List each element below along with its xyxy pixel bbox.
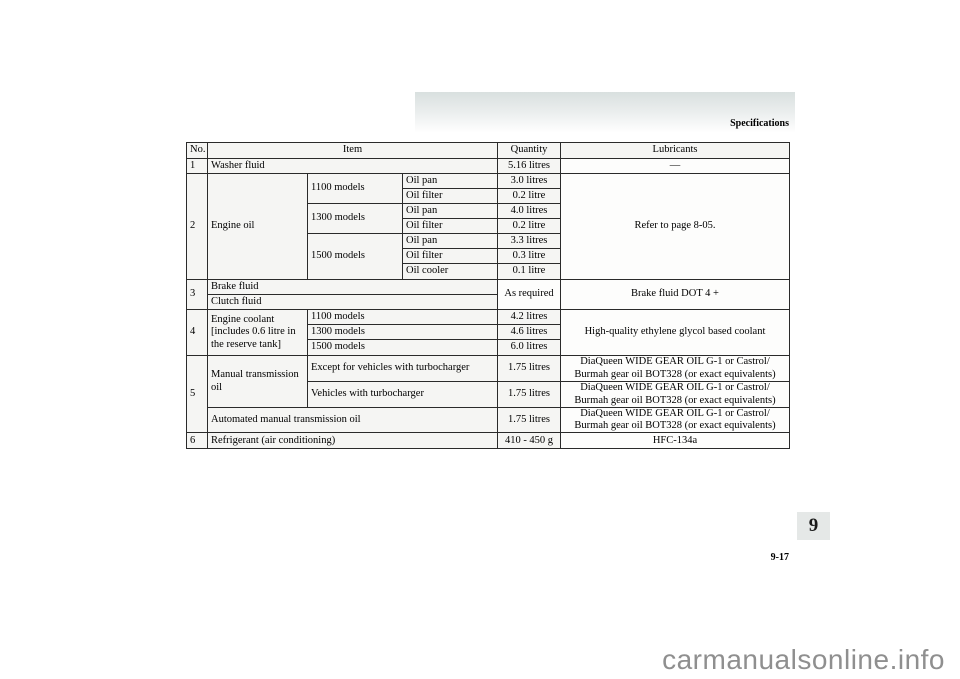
cell-lubricant: — [560,158,790,174]
table-header-row: No. Item Quantity Lubricants [186,142,790,159]
cell-no: 1 [186,158,208,174]
cell-oil-pan: Oil pan [402,173,498,189]
cell-quantity: 3.3 litres [497,233,561,249]
table-row: Oil filter 0.3 litre [187,248,790,264]
cell-model-1500: 1500 models [307,339,498,356]
cell-item: Engine oil [207,173,308,280]
cell-quantity: 4.0 litres [497,203,561,219]
cell-lubricant: DiaQueen WIDE GEAR OIL G-1 or Castrol/ B… [560,381,790,408]
cell-item: Clutch fluid [207,294,498,310]
cell-no: 3 [186,279,208,310]
cell-quantity: 3.0 litres [497,173,561,189]
cell-item: Refrigerant (air conditioning) [207,432,498,450]
chapter-number: 9 [808,515,819,536]
table-row: 1300 models Oil pan 4.0 litres [187,203,790,234]
cell-lubricant: High-quality ethylene glycol based coola… [560,309,790,356]
header-item: Item [207,142,498,159]
cell-quantity: 1.75 litres [497,406,561,434]
table-row: Oil cooler 0.1 litre [187,263,790,280]
cell-quantity: 1.75 litres [497,355,561,382]
cell-no: 2 [186,173,208,280]
chapter-tab: 9 [797,512,830,540]
cell-quantity: 0.3 litre [497,248,561,264]
specifications-table: No. Item Quantity Lubricants 1 Washer fl… [186,142,790,450]
table-row-manual-transmission: 5 Manual transmission oil Except for veh… [186,354,790,434]
cell-item: Automated manual transmission oil [207,406,498,434]
cell-model-1300: 1300 models [307,203,403,234]
cell-model-1500: 1500 models [307,233,403,280]
cell-oil-filter: Oil filter [402,188,498,204]
table-row-brake-fluid: 3 Brake fluid As required Brake fluid DO… [186,279,790,310]
cell-quantity: 1.75 litres [497,381,561,408]
cell-model-1300: 1300 models [307,324,498,340]
cell-model-1100: 1100 models [307,309,498,325]
header-quantity: Quantity [497,142,561,159]
table-row-refrigerant: 6 Refrigerant (air conditioning) 410 - 4… [186,432,790,450]
watermark: carmanualsonline.info [662,644,945,675]
cell-quantity: 0.2 litre [497,188,561,204]
cell-lubricant: Refer to page 8-05. [560,173,790,280]
table-row-clutch-fluid: Clutch fluid [187,294,790,310]
cell-variant: Except for vehicles with turbocharger [307,355,498,382]
header-lubricants: Lubricants [560,142,790,159]
table-row: Vehicles with turbocharger 1.75 litres D… [187,381,790,408]
cell-no: 4 [186,309,208,356]
cell-no: 6 [186,432,208,450]
cell-quantity: 0.1 litre [497,263,561,280]
cell-oil-pan: Oil pan [402,233,498,249]
cell-lubricant: DiaQueen WIDE GEAR OIL G-1 or Castrol/ B… [560,406,790,434]
table-row: 1500 models Oil pan 3.3 litres [187,233,790,280]
cell-item: Brake fluid [207,279,498,295]
cell-model-1100: 1100 models [307,173,403,204]
cell-oil-pan: Oil pan [402,203,498,219]
cell-quantity: 6.0 litres [497,339,561,356]
cell-quantity: 5.16 litres [497,158,561,174]
cell-quantity: 4.6 litres [497,324,561,340]
cell-quantity: 0.2 litre [497,218,561,234]
cell-item: Engine coolant [includes 0.6 litre in th… [207,309,308,356]
header-gradient-bar [415,92,795,133]
cell-variant: Vehicles with turbocharger [307,381,498,408]
cell-lubricant: DiaQueen WIDE GEAR OIL G-1 or Castrol/ B… [560,355,790,382]
cell-lubricant: Brake fluid DOT 4 + [560,279,790,310]
header-no: No. [186,142,208,159]
table-row-engine-coolant: 4 Engine coolant [includes 0.6 litre in … [186,309,790,356]
table-row: 1300 models 4.6 litres [187,324,790,340]
page-number: 9-17 [770,552,789,563]
cell-quantity: 4.2 litres [497,309,561,325]
section-header: Specifications [730,118,789,129]
cell-oil-filter: Oil filter [402,248,498,264]
cell-lubricant: HFC-134a [560,432,790,450]
cell-no: 5 [186,354,208,434]
table-row-automated-transmission: Automated manual transmission oil 1.75 l… [187,406,790,434]
cell-quantity: 410 - 450 g [497,432,561,450]
table-row: 1500 models 6.0 litres [187,339,790,356]
cell-oil-cooler: Oil cooler [402,263,498,280]
table-row: Oil filter 0.2 litre [187,218,790,234]
cell-oil-filter: Oil filter [402,218,498,234]
table-row-engine-oil: 2 Engine oil 1100 models Oil pan 3.0 lit… [186,173,790,280]
cell-item: Manual transmission oil [207,355,308,408]
cell-item: Washer fluid [207,158,498,174]
cell-quantity: As required [497,279,561,310]
table-row-washer-fluid: 1 Washer fluid 5.16 litres — [186,158,790,174]
